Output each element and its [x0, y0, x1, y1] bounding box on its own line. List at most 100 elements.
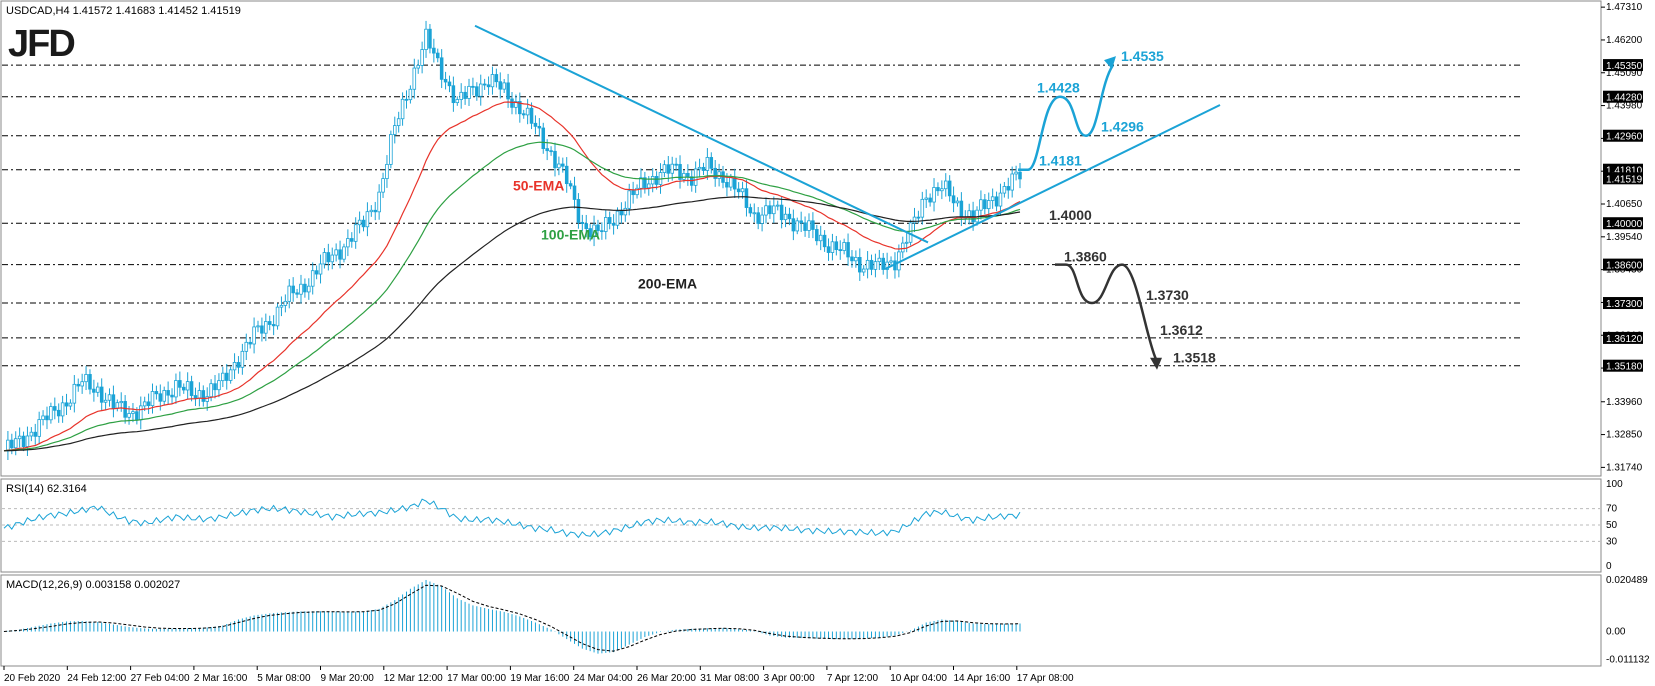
candle-body	[674, 163, 678, 166]
candle-body	[447, 81, 452, 87]
candle-body	[80, 381, 84, 387]
candle-body	[1006, 186, 1011, 191]
candle-body	[252, 326, 256, 345]
macd-panel-frame	[0, 574, 1602, 667]
candle-body	[107, 394, 112, 401]
candle-body	[725, 181, 729, 188]
candle-body	[53, 406, 57, 411]
candle-body	[217, 380, 221, 391]
level-tag-8: 1.35180	[1606, 362, 1643, 373]
candle-body	[467, 85, 471, 99]
time-tick-label: 10 Apr 04:00	[890, 673, 947, 684]
candle-body	[885, 261, 889, 270]
candle-body	[861, 268, 866, 273]
candle-body	[404, 98, 409, 101]
candle-body	[439, 57, 444, 80]
bearish-arrowhead	[1150, 357, 1162, 370]
candle-body	[525, 107, 530, 116]
candle-body	[506, 82, 510, 100]
candle-body	[998, 192, 1003, 207]
rsi-panel: 100 70 50 30 0	[2, 479, 1623, 572]
candle-body	[357, 219, 362, 226]
candle-body	[568, 183, 573, 187]
candle-body	[13, 438, 18, 449]
candle-body	[697, 166, 702, 170]
time-tick-label: 9 Mar 20:00	[321, 673, 375, 684]
candle-body	[654, 176, 659, 185]
price-tick-label: 1.33960	[1606, 397, 1643, 408]
candle-body	[193, 395, 198, 399]
candle-body	[459, 91, 463, 100]
candle-body	[25, 435, 30, 447]
candle-body	[858, 256, 862, 273]
level-label-down-0: 1.4000	[1049, 207, 1092, 223]
time-tick-label: 17 Apr 08:00	[1017, 673, 1074, 684]
candle-body	[244, 341, 249, 352]
candle-body	[834, 241, 839, 251]
candle-body	[150, 391, 155, 407]
candle-body	[170, 394, 174, 398]
candle-body	[287, 285, 292, 302]
candle-body	[686, 172, 690, 178]
candle-body	[350, 238, 354, 242]
candle-body	[416, 65, 420, 69]
candle-body	[256, 325, 260, 328]
candle-body	[904, 241, 909, 244]
candle-body	[881, 257, 885, 270]
candle-body	[760, 214, 764, 224]
candle-body	[455, 99, 460, 104]
candle-body	[127, 413, 131, 418]
candle-body	[393, 125, 397, 135]
candle-body	[639, 177, 643, 189]
level-label-up-3: 1.4181	[1039, 153, 1082, 169]
candle-body	[10, 439, 14, 449]
macd-tick-label: -0.011132	[1606, 655, 1650, 666]
candle-body	[553, 150, 557, 169]
candle-body	[627, 190, 631, 209]
candle-body	[88, 374, 92, 390]
candle-body	[510, 98, 514, 108]
candle-body	[56, 409, 61, 417]
level-tag-bg-7	[1603, 331, 1643, 344]
candle-body	[21, 435, 26, 447]
level-tag-bg-1	[1603, 90, 1643, 103]
candle-body	[6, 439, 10, 452]
time-tick-label: 2 Mar 16:00	[194, 673, 248, 684]
candle-body	[326, 252, 331, 263]
candle-body	[650, 176, 655, 185]
candle-body	[17, 435, 22, 440]
candle-body	[732, 177, 737, 190]
candles	[6, 20, 1022, 461]
candle-body	[482, 83, 487, 86]
candle-body	[221, 372, 225, 382]
candle-body	[615, 210, 620, 226]
candle-body	[463, 91, 467, 99]
candle-body	[60, 402, 65, 417]
level-label-up-0: 1.4535	[1121, 48, 1164, 64]
price-axis: 1.473101.462001.450901.439801.428701.417…	[1601, 2, 1643, 473]
candle-body	[451, 85, 456, 104]
candle-body	[377, 191, 381, 213]
ascending-trendline	[884, 104, 1221, 270]
candle-body	[162, 390, 166, 402]
level-tag-bg-4	[1603, 217, 1643, 230]
candle-body	[232, 362, 237, 371]
candle-body	[822, 234, 827, 248]
candle-body	[119, 401, 123, 404]
price-tick-label: 1.45090	[1606, 68, 1643, 79]
ema-labels: 50-EMA 100-EMA 200-EMA	[513, 178, 697, 292]
candle-body	[803, 222, 807, 231]
candle-body	[209, 383, 213, 398]
time-tick-label: 24 Mar 04:00	[574, 673, 633, 684]
candle-body	[435, 52, 440, 59]
candle-body	[631, 190, 635, 196]
candle-body	[135, 411, 139, 421]
candle-body	[248, 341, 252, 345]
candle-body	[346, 238, 350, 248]
rsi-line	[3, 498, 1021, 539]
rsi-tick-label: 70	[1606, 504, 1618, 515]
candle-body	[139, 405, 143, 421]
level-tag-2: 1.42960	[1606, 132, 1643, 143]
candle-body	[353, 224, 358, 242]
